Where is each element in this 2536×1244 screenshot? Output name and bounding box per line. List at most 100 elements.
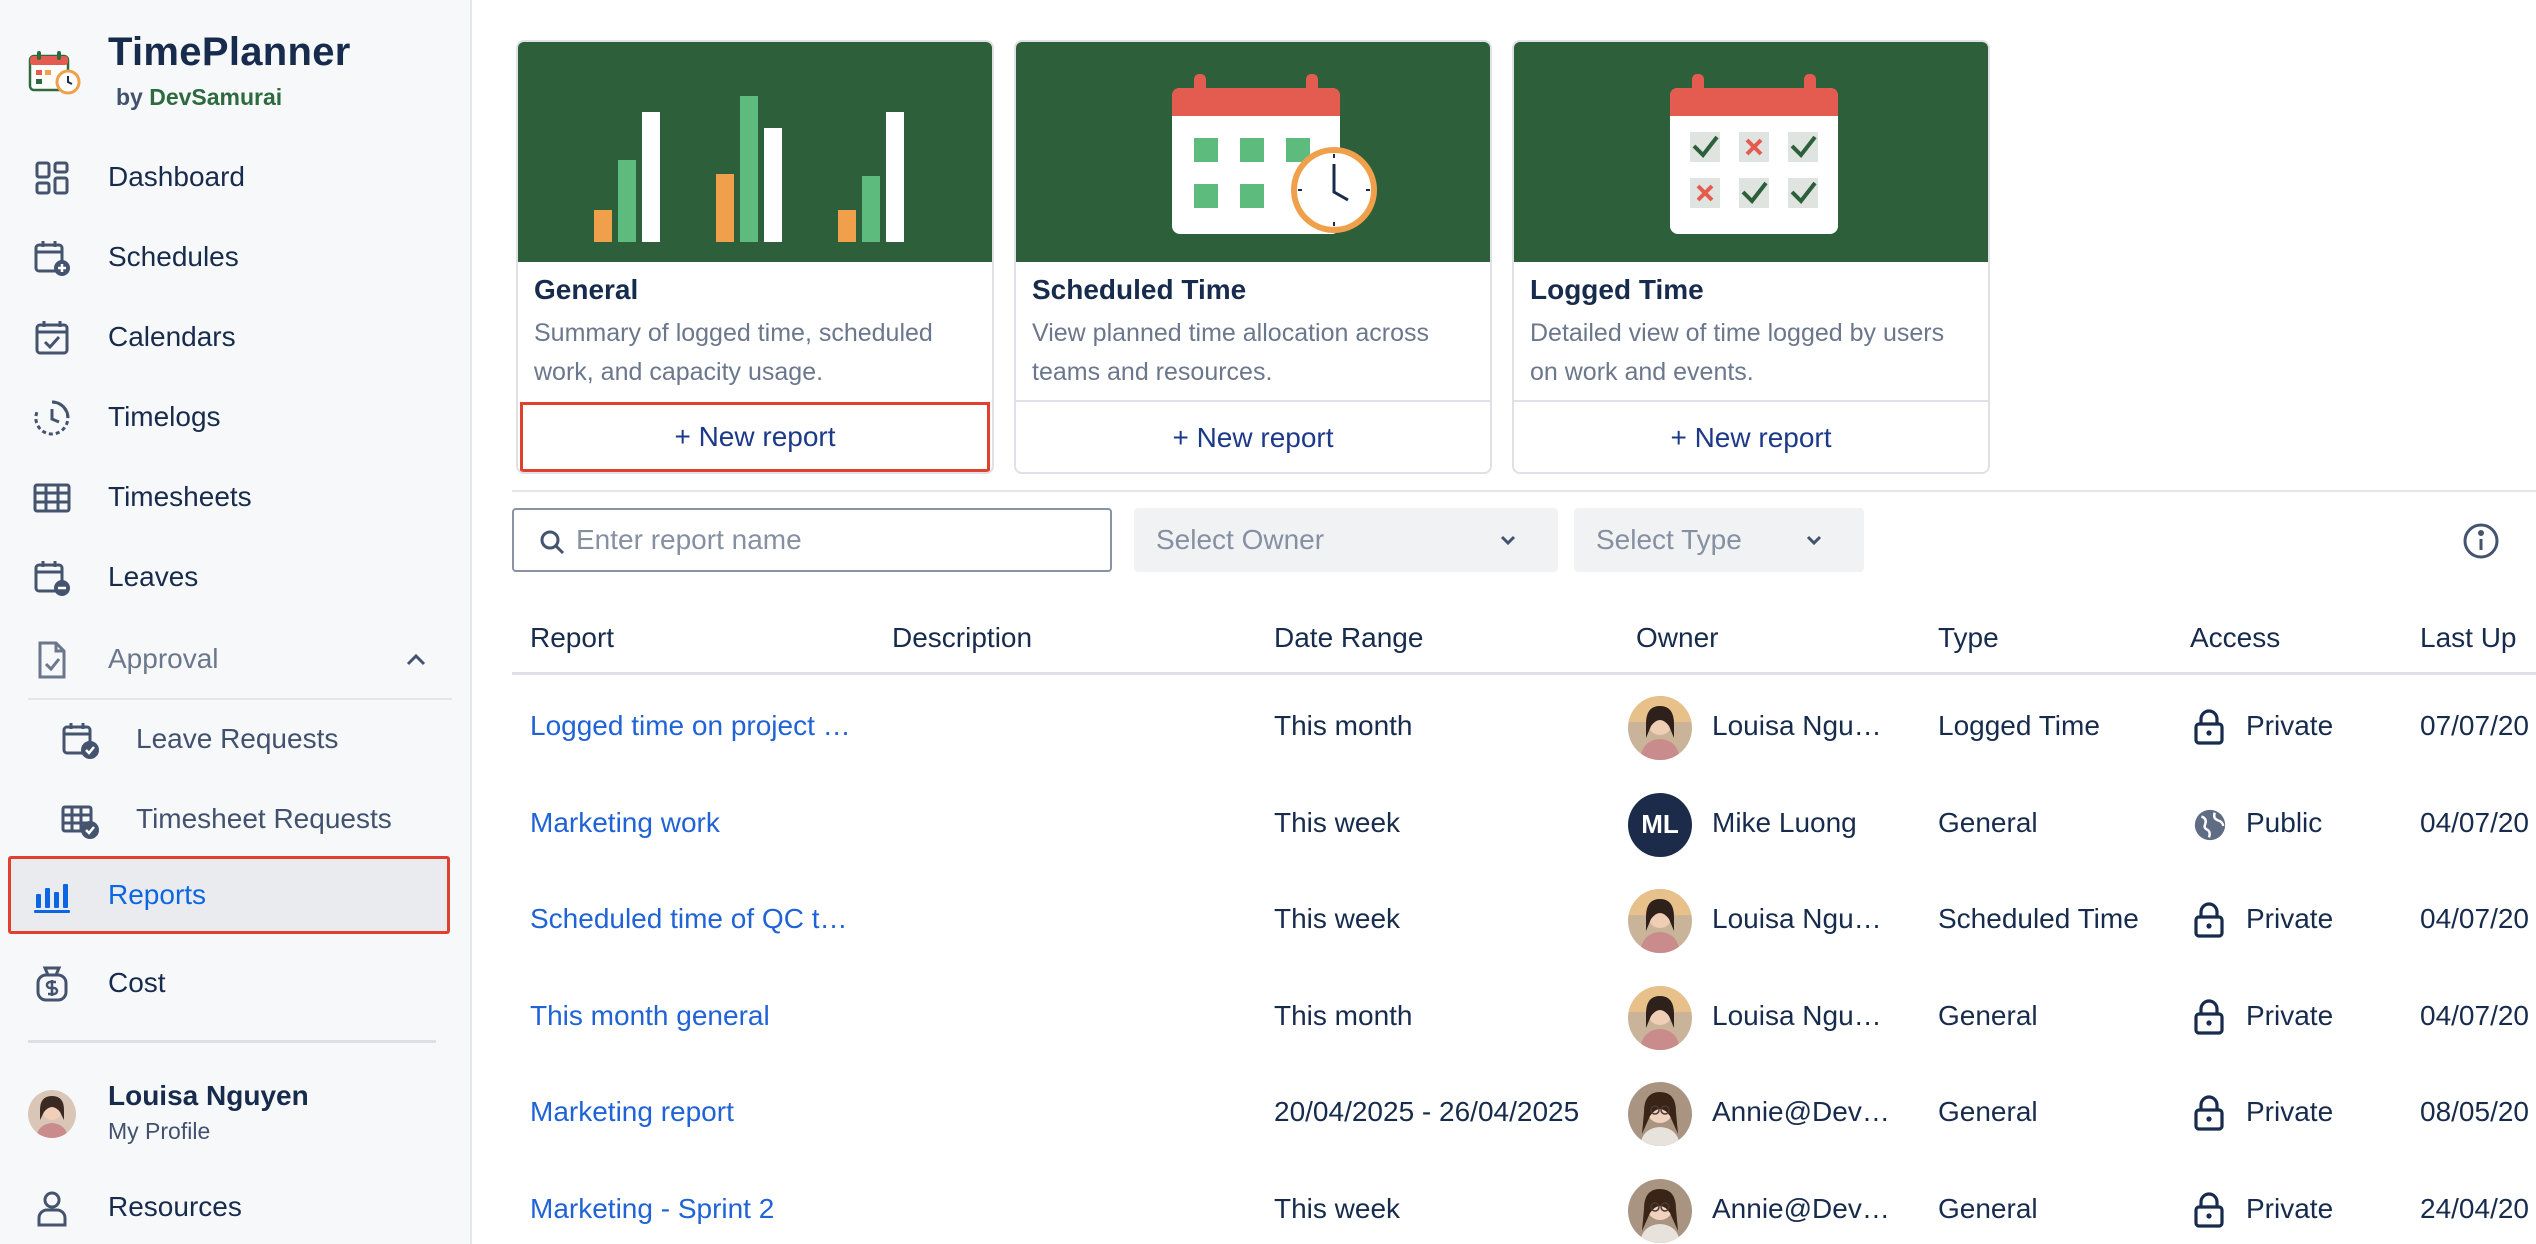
calendar-check-icon xyxy=(35,321,69,355)
lock-icon xyxy=(2192,901,2226,939)
brand[interactable]: TimePlanner by DevSamurai xyxy=(28,30,448,120)
report-type: General xyxy=(1938,1096,2038,1128)
table-row[interactable]: This month general This month Louisa Ngu… G… xyxy=(512,970,2536,1066)
date-range: This week xyxy=(1274,1193,1401,1224)
report-name-link[interactable]: Scheduled time of QC t… xyxy=(530,903,848,935)
template-card-logged-time: Logged Time Detailed view of time logged… xyxy=(1512,40,1990,474)
chevron-up-icon[interactable] xyxy=(402,646,430,674)
calendar-approve-icon xyxy=(62,723,99,759)
new-report-button[interactable]: + New report xyxy=(520,402,990,472)
avatar xyxy=(1628,889,1692,954)
column-header-date-range[interactable]: Date Range xyxy=(1274,622,1424,653)
avatar-initials: ML xyxy=(1641,809,1679,840)
search-field[interactable] xyxy=(512,508,1112,572)
globe-icon xyxy=(2192,807,2226,845)
document-check-icon xyxy=(38,641,66,679)
search-input[interactable] xyxy=(576,518,1096,562)
bar-chart-illustration-icon xyxy=(594,96,904,242)
date-range: This month xyxy=(1274,999,1413,1031)
last-updated: 07/07/20 xyxy=(2420,710,2529,741)
info-icon[interactable] xyxy=(2462,522,2500,560)
lock-icon xyxy=(2192,1094,2226,1132)
template-card-general: General Summary of logged time, schedule… xyxy=(516,40,994,474)
chevron-down-icon xyxy=(1500,535,1516,546)
new-report-button[interactable]: + New report xyxy=(1514,400,1988,472)
sidebar-item-dashboard[interactable]: Dashboard xyxy=(8,138,450,216)
card-title: Logged Time xyxy=(1530,274,1704,305)
column-header-last-updated[interactable]: Last Up xyxy=(2420,622,2517,653)
avatar xyxy=(1628,696,1692,760)
table-row[interactable]: Scheduled time of QC t… This week Louisa N… xyxy=(512,873,2536,969)
type-select[interactable]: Select Type xyxy=(1574,508,1864,572)
sidebar-item-timesheets[interactable]: Timesheets xyxy=(8,458,450,536)
sidebar: TimePlanner by DevSamurai Dashboard Sche… xyxy=(0,0,472,1244)
avatar: ML xyxy=(1628,792,1692,857)
card-banner xyxy=(518,42,992,262)
table-row[interactable]: Logged time on project … This month Louisa… xyxy=(512,680,2536,776)
sidebar-item-reports[interactable]: Reports xyxy=(8,856,450,934)
access-label: Private xyxy=(2246,1193,2334,1224)
new-report-button[interactable]: + New report xyxy=(1016,400,1490,472)
report-name-link[interactable]: This month general xyxy=(530,999,770,1031)
column-header-owner[interactable]: Owner xyxy=(1636,622,1719,653)
calendar-clock-illustration-icon xyxy=(1172,74,1377,234)
calendar-checklist-illustration-icon xyxy=(1670,74,1838,234)
table-row[interactable]: Marketing report 20/04/2025 - 26/04/2025 A… xyxy=(512,1066,2536,1162)
date-range: 20/04/2025 - 26/04/2025 xyxy=(1274,1096,1580,1128)
sidebar-item-schedules[interactable]: Schedules xyxy=(8,218,450,296)
sidebar-item-approval[interactable]: Approval xyxy=(8,620,450,698)
search-icon xyxy=(540,530,565,555)
table-grid-icon xyxy=(33,483,71,513)
sidebar-item-leaves[interactable]: Leaves xyxy=(8,538,450,616)
sidebar-item-label: Dashboard xyxy=(108,161,245,192)
last-updated: 08/05/20 xyxy=(2420,1096,2529,1128)
report-name-link[interactable]: Marketing report xyxy=(530,1096,734,1128)
sidebar-item-timelogs[interactable]: Timelogs xyxy=(8,378,450,456)
date-range: This week xyxy=(1274,806,1401,838)
sidebar-item-label: Approval xyxy=(108,643,219,674)
brand-name: TimePlanner xyxy=(108,30,351,74)
report-name-link[interactable]: Marketing - Sprint 2 xyxy=(530,1193,775,1224)
report-name-link[interactable]: Logged time on project … xyxy=(530,710,851,741)
timeplanner-logo-icon xyxy=(28,51,81,95)
card-title: General xyxy=(534,274,639,305)
profile-link[interactable]: My Profile xyxy=(108,1118,211,1144)
sidebar-item-label: Leaves xyxy=(108,561,199,592)
access-label: Private xyxy=(2246,710,2334,741)
card-description: Summary of logged time, scheduled work, … xyxy=(534,319,933,386)
owner-select[interactable]: Select Owner xyxy=(1134,508,1558,572)
bar-chart-icon xyxy=(34,884,70,913)
approval-divider xyxy=(28,698,452,700)
column-header-access[interactable]: Access xyxy=(2190,622,2281,653)
sidebar-item-leave-requests[interactable]: Leave Requests xyxy=(8,700,450,778)
report-type: General xyxy=(1938,806,2038,838)
card-description: Detailed view of time logged by users on… xyxy=(1530,319,1945,386)
date-range: This month xyxy=(1274,710,1413,741)
owner-name: Louisa Ngu… xyxy=(1712,999,1882,1031)
column-header-report[interactable]: Report xyxy=(530,622,615,653)
avatar xyxy=(1628,1179,1692,1243)
report-type: Logged Time xyxy=(1938,710,2100,741)
report-type: Scheduled Time xyxy=(1938,903,2139,935)
last-updated: 24/04/20 xyxy=(2420,1193,2529,1224)
sidebar-item-calendars[interactable]: Calendars xyxy=(8,298,450,376)
table-row[interactable]: Marketing - Sprint 2 This week Annie@Dev… G… xyxy=(512,1163,2536,1244)
access-label: Private xyxy=(2246,999,2334,1031)
sidebar-item-timesheet-requests[interactable]: Timesheet Requests xyxy=(8,780,450,858)
report-name-link[interactable]: Marketing work xyxy=(530,806,720,838)
dashboard-icon xyxy=(35,161,69,195)
person-icon xyxy=(37,1191,67,1227)
avatar xyxy=(1628,985,1692,1050)
column-header-type[interactable]: Type xyxy=(1938,622,1999,653)
avatar xyxy=(1628,1082,1692,1147)
sidebar-item-cost[interactable]: Cost xyxy=(8,944,450,1022)
lock-icon xyxy=(2192,708,2226,746)
table-header-divider xyxy=(512,672,2536,675)
column-header-description[interactable]: Description xyxy=(892,622,1033,653)
table-row[interactable]: Marketing work This week ML Mike Luong Gener… xyxy=(512,777,2536,873)
sidebar-item-label: Reports xyxy=(108,879,207,910)
lock-icon xyxy=(2192,998,2226,1036)
sidebar-item-label: Schedules xyxy=(108,241,239,272)
card-banner xyxy=(1514,42,1988,262)
sidebar-item-resources[interactable]: Resources xyxy=(8,1168,450,1244)
